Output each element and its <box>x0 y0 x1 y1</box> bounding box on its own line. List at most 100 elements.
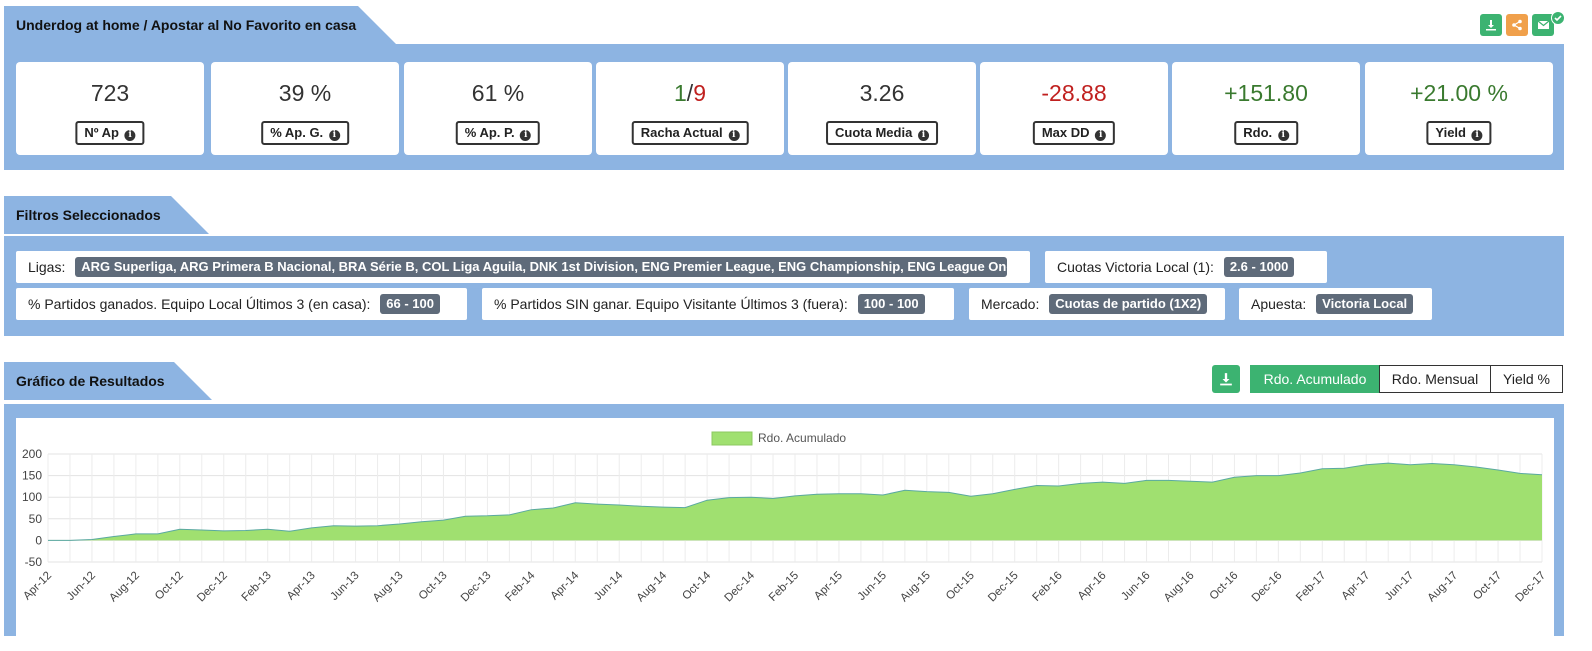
kpi-value: 1/9 <box>596 80 784 107</box>
kpi-result: +151.80 Rdo. i <box>1172 62 1360 155</box>
filter-value-badge: ARG Superliga, ARG Primera B Nacional, B… <box>75 257 1008 277</box>
x-tick-label: Feb-17 <box>1294 570 1328 604</box>
kpi-current-streak: 1/9 Racha Actual i <box>596 62 784 155</box>
x-tick-label: Oct-17 <box>1471 570 1504 603</box>
filter-value-badge: 100 - 100 <box>857 294 925 314</box>
y-tick-label: 50 <box>29 512 43 526</box>
x-tick-label: Apr-14 <box>549 569 582 602</box>
x-tick-label: Feb-13 <box>240 570 274 604</box>
x-tick-label: Aug-13 <box>371 570 406 605</box>
kpi-label-button[interactable]: Racha Actual i <box>631 121 749 145</box>
kpi-value: 3.26 <box>859 80 905 106</box>
x-tick-label: Aug-17 <box>1426 570 1461 605</box>
filter-key: Apuesta: <box>1251 296 1307 312</box>
streak-losses: 9 <box>693 80 706 106</box>
kpi-label-button[interactable]: Cuota Media i <box>826 121 938 145</box>
info-icon: i <box>328 130 340 141</box>
x-tick-label: Oct-13 <box>417 570 450 603</box>
x-tick-label: Jun-16 <box>1119 570 1152 603</box>
kpi-label: Max DD <box>1041 125 1090 140</box>
tab-yield[interactable]: Yield % <box>1490 365 1563 393</box>
results-title: Gráfico de Resultados <box>4 362 212 400</box>
kpi-value: -28.88 <box>1041 80 1107 106</box>
info-icon: i <box>124 130 136 141</box>
filters-title-tab: Filtros Seleccionados <box>4 196 424 234</box>
filter-bet: Apuesta: Victoria Local <box>1239 288 1432 320</box>
x-tick-label: Dec-12 <box>195 570 230 605</box>
filter-value-badge: Cuotas de partido (1X2) <box>1049 294 1208 314</box>
filter-away-no-wins: % Partidos SIN ganar. Equipo Visitante Ú… <box>482 288 954 320</box>
kpi-label: Rdo. <box>1243 125 1273 140</box>
legend-label[interactable]: Rdo. Acumulado <box>758 431 846 445</box>
kpi-max-drawdown: -28.88 Max DD i <box>980 62 1168 155</box>
x-tick-label: Dec-14 <box>722 569 757 604</box>
kpi-label: Cuota Media <box>835 125 913 140</box>
series-area-rdo-acumulado <box>48 463 1542 541</box>
kpi-yield: +21.00 % Yield i <box>1365 62 1553 155</box>
check-badge-icon <box>1551 11 1565 25</box>
tab-rdo-acumulado[interactable]: Rdo. Acumulado <box>1250 365 1380 393</box>
x-tick-label: Feb-16 <box>1031 570 1065 604</box>
kpi-label: % Ap. P. <box>464 125 515 140</box>
kpi-label-button[interactable]: Rdo. i <box>1234 121 1298 145</box>
info-icon: i <box>728 130 740 141</box>
info-icon: i <box>520 130 532 141</box>
filters-panel: Ligas: ARG Superliga, ARG Primera B Naci… <box>4 236 1564 336</box>
chart-download-button[interactable] <box>1212 365 1240 393</box>
kpi-value: 39 % <box>278 80 332 106</box>
x-tick-label: Jun-17 <box>1383 570 1416 603</box>
tab-rdo-mensual[interactable]: Rdo. Mensual <box>1379 365 1491 393</box>
filter-key: Cuotas Victoria Local (1): <box>1057 259 1214 275</box>
x-tick-label: Apr-12 <box>21 570 54 603</box>
x-tick-label: Aug-12 <box>107 570 142 605</box>
filter-market: Mercado: Cuotas de partido (1X2) <box>969 288 1225 320</box>
series-line-rdo-acumulado <box>48 462 1543 541</box>
filter-value-badge: Victoria Local <box>1316 294 1414 314</box>
filter-home-odds: Cuotas Victoria Local (1): 2.6 - 1000 <box>1045 251 1327 283</box>
y-tick-label: 150 <box>22 469 42 483</box>
info-icon: i <box>1471 130 1483 141</box>
x-tick-label: Apr-13 <box>285 570 318 603</box>
legend-swatch[interactable] <box>711 431 753 446</box>
kpi-value: +21.00 % <box>1410 80 1508 106</box>
download-button[interactable] <box>1480 14 1502 36</box>
y-tick-label: 200 <box>22 447 42 461</box>
y-tick-label: 0 <box>35 533 42 547</box>
kpi-label-button[interactable]: % Ap. P. i <box>455 121 541 145</box>
filters-title: Filtros Seleccionados <box>4 196 209 234</box>
email-button[interactable] <box>1532 14 1554 36</box>
x-tick-label: Dec-16 <box>1250 570 1285 605</box>
strategy-title-tab: Underdog at home / Apostar al No Favorit… <box>4 6 424 44</box>
results-chart: 200 150 100 50 0 -50 Apr-12 Jun-12 Aug-12 Oct-12… <box>16 418 1554 636</box>
x-tick-label: Jun-13 <box>328 570 361 603</box>
results-title-tab: Gráfico de Resultados <box>4 362 424 400</box>
filter-key: % Partidos ganados. Equipo Local Últimos… <box>28 296 371 312</box>
x-tick-label: Oct-15 <box>944 570 977 603</box>
x-tick-label: Dec-15 <box>986 570 1021 605</box>
kpi-value: +151.80 <box>1224 80 1308 106</box>
filter-key: Mercado: <box>981 296 1040 312</box>
x-tick-label: Aug-16 <box>1162 570 1197 605</box>
filter-value-badge: 66 - 100 <box>380 294 440 314</box>
filter-key: % Partidos SIN ganar. Equipo Visitante Ú… <box>494 296 848 312</box>
filter-home-wins: % Partidos ganados. Equipo Local Últimos… <box>16 288 467 320</box>
kpi-win-pct: 39 % % Ap. G. i <box>211 62 399 155</box>
kpi-label: Racha Actual <box>640 125 723 140</box>
x-tick-label: Dec-13 <box>459 570 494 605</box>
x-tick-label: Feb-14 <box>503 569 538 604</box>
x-tick-label: Jun-12 <box>65 570 98 603</box>
chart-svg: 200 150 100 50 0 -50 Apr-12 Jun-12 Aug-12 Oct-12… <box>21 431 1548 605</box>
kpi-label-button[interactable]: Yield i <box>1426 121 1492 145</box>
x-tick-label: Apr-17 <box>1339 570 1372 603</box>
share-button[interactable] <box>1506 14 1528 36</box>
x-tick-label: Aug-14 <box>635 569 670 604</box>
kpi-label-button[interactable]: % Ap. G. i <box>261 121 349 145</box>
x-tick-label: Aug-15 <box>898 570 933 605</box>
streak-wins: 1 <box>674 80 687 106</box>
x-tick-label: Oct-16 <box>1208 570 1241 603</box>
kpi-value: 723 <box>90 80 130 106</box>
x-tick-label: Oct-12 <box>153 570 186 603</box>
kpi-label-button[interactable]: Max DD i <box>1032 121 1116 145</box>
kpi-label-button[interactable]: Nº Ap i <box>75 121 145 145</box>
streak-separator: / <box>686 80 694 106</box>
